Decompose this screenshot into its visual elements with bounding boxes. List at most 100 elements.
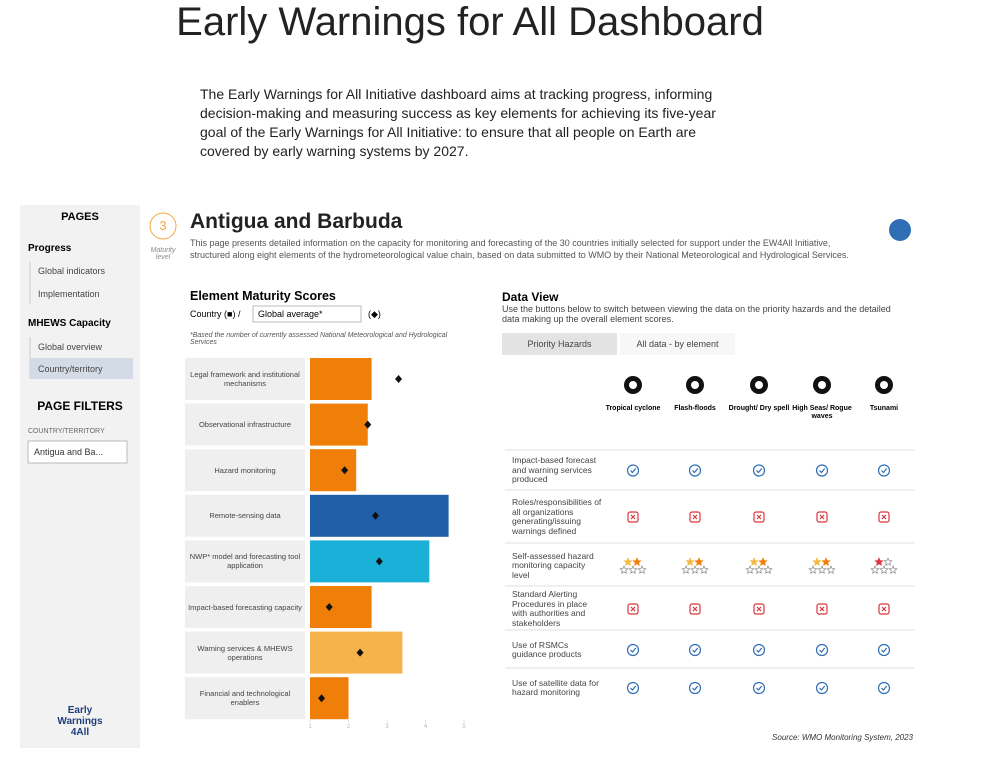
check-icon	[815, 681, 829, 695]
logo: Warnings	[57, 716, 103, 727]
nav-item[interactable]: Global overview	[38, 342, 103, 352]
hazard-icon-inner	[755, 381, 763, 389]
cross-mark	[630, 514, 636, 520]
star	[812, 557, 822, 566]
check-icon	[815, 643, 829, 657]
tab-label[interactable]: All data - by element	[636, 339, 719, 349]
check-mark	[692, 685, 699, 691]
check-icon	[626, 643, 640, 657]
cross-mark	[692, 514, 698, 520]
country-description: This page presents detailed information …	[190, 238, 849, 260]
cross-mark	[881, 514, 887, 520]
nav-item[interactable]: Global indicators	[38, 266, 106, 276]
bar	[310, 449, 357, 492]
star	[619, 565, 629, 574]
dataview-instructions: Use the buttons below to switch between …	[502, 304, 891, 324]
check-mark	[756, 647, 763, 653]
hazard-icon-inner	[818, 381, 826, 389]
nav-item[interactable]: Country/territory	[38, 364, 103, 374]
sidebar-bg	[20, 205, 140, 748]
intro: The Early Warnings for All Initiative da…	[200, 86, 716, 159]
tab[interactable]	[620, 333, 735, 355]
hazard-name: Tsunami	[869, 405, 899, 412]
average-marker	[371, 511, 379, 520]
star	[754, 565, 764, 574]
star	[888, 565, 898, 574]
average-marker	[395, 375, 403, 383]
category-label: Financial and technological enablers	[199, 689, 291, 708]
star	[694, 557, 704, 566]
hazard-name: Flash-floods	[674, 405, 716, 412]
category-box	[185, 449, 305, 492]
hazard-name: Drought/ Dry spell	[728, 405, 790, 412]
nav-item[interactable]: Implementation	[38, 289, 100, 299]
star	[685, 557, 695, 566]
check-icon	[815, 464, 829, 477]
filter-label: COUNTRY/TERRITORY	[28, 428, 105, 435]
pages-heading: PAGES	[61, 211, 99, 223]
row-label: Use of satellite data for hazard monitor…	[512, 677, 599, 697]
logo: 4All	[70, 727, 90, 738]
check-icon	[877, 681, 891, 695]
star	[808, 565, 818, 574]
cross-mark	[881, 606, 887, 612]
select-box[interactable]	[27, 440, 128, 464]
star	[763, 565, 773, 574]
star	[826, 565, 836, 574]
tab-label[interactable]: Priority Hazards	[527, 339, 592, 349]
hazard-name: Tropical cyclone	[605, 405, 661, 412]
star	[817, 565, 827, 574]
title: Early Warnings for All Dashboard	[176, 0, 764, 44]
star	[758, 557, 768, 566]
cross-mark	[819, 606, 825, 612]
x-tick-label: 4	[424, 724, 428, 730]
category-box	[185, 494, 305, 537]
category-label: Observational infrastructure	[198, 420, 292, 430]
tab[interactable]	[502, 333, 617, 355]
row-label: Standard Alerting Procedures in place wi…	[512, 589, 588, 628]
check-mark	[630, 647, 637, 653]
source: Source: WMO Monitoring System, 2023	[772, 733, 913, 742]
category-box	[185, 540, 305, 583]
check-icon	[688, 464, 702, 477]
average-marker	[341, 466, 349, 475]
category-box	[185, 677, 305, 720]
category-box	[185, 358, 305, 400]
check-icon	[752, 464, 766, 477]
star	[749, 557, 759, 566]
category-label: Warning services & MHEWS operations	[197, 643, 293, 662]
star	[690, 565, 700, 574]
check-mark	[819, 647, 826, 653]
average-marker	[364, 420, 372, 429]
cross-mark	[819, 514, 825, 520]
row-label: Roles/responsibilities of all organizati…	[512, 497, 602, 536]
chart-title: Element Maturity Scores	[190, 289, 336, 303]
chart-note: *Based the number of currently assessed …	[190, 332, 448, 346]
bar	[310, 358, 372, 400]
legend-country: Country (■) /	[190, 309, 241, 319]
star	[874, 557, 884, 566]
average-select[interactable]	[252, 305, 362, 323]
cross-mark	[692, 606, 698, 612]
filter-value[interactable]: Antigua and Ba...	[34, 447, 104, 457]
check-mark	[819, 685, 826, 691]
bar	[310, 631, 403, 674]
category-label: NWP* model and forecasting tool applicat…	[189, 552, 301, 571]
star	[628, 565, 638, 574]
hazard-icon-inner	[629, 381, 637, 389]
check-mark	[881, 685, 888, 691]
page-icon[interactable]	[889, 219, 911, 241]
category-label: Legal framework and institutional mechan…	[190, 370, 300, 388]
star	[879, 565, 889, 574]
legend-select[interactable]: Global average*	[258, 309, 323, 319]
hazard-name: High Seas/ Rogue waves	[792, 405, 852, 420]
check-icon	[877, 643, 891, 657]
nav-group: MHEWS Capacity	[28, 318, 111, 329]
check-mark	[630, 685, 637, 691]
check-mark	[881, 647, 888, 653]
category-box	[185, 586, 305, 628]
bar	[310, 540, 430, 583]
category-box	[185, 631, 305, 674]
